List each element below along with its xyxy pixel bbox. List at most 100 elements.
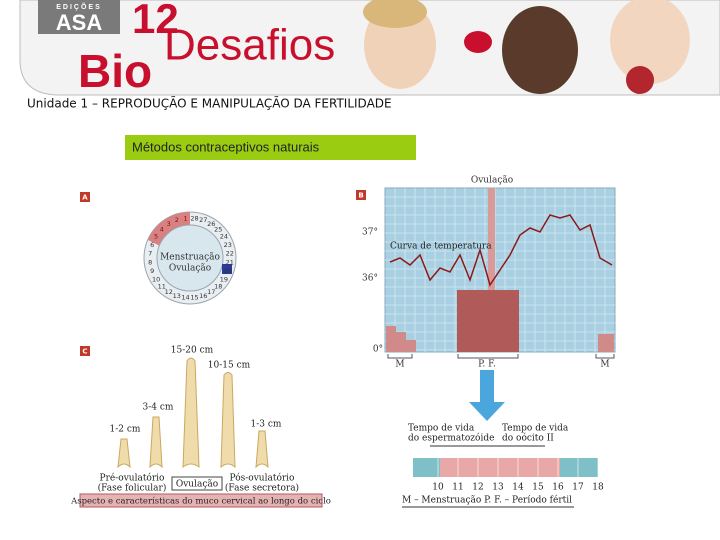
panel-label: B <box>358 192 363 200</box>
ovulation-mark <box>222 264 232 274</box>
logo-box <box>38 0 120 34</box>
fertile-strip <box>440 458 560 477</box>
post-label: (Fase secretora) <box>225 483 299 494</box>
temp-zero: 0° <box>373 345 383 355</box>
panel-label-box <box>356 190 366 200</box>
mucus-strands <box>117 357 269 469</box>
calendar-day: 18 <box>214 282 222 290</box>
calendar-center <box>156 224 224 292</box>
pre-label: (Fase folicular) <box>98 483 167 494</box>
temp-low: 36° <box>362 274 378 284</box>
publisher: EDIÇÕES <box>56 2 102 11</box>
pre-label: Pré-ovulatório <box>100 473 165 484</box>
calendar-day: 7 <box>148 250 152 258</box>
section-box <box>125 135 416 160</box>
length-label: 1-3 cm <box>251 420 282 430</box>
phase-label: M <box>395 360 404 370</box>
strand <box>220 372 236 469</box>
section-title: Métodos contraceptivos naturais <box>132 139 320 154</box>
strand <box>255 430 269 469</box>
ovulation-box <box>171 476 223 491</box>
calendar-day: 5 <box>154 233 158 241</box>
panel-c: C 1-2 cm 3-4 cm 15-20 cm 10-15 cm 1-3 cm… <box>70 346 331 508</box>
calendar-day: 26 <box>207 220 215 228</box>
strand <box>182 357 200 469</box>
baby-3 <box>610 0 690 84</box>
oocyte-life: Tempo de vida <box>502 424 569 434</box>
title-bio: Bio <box>78 45 152 97</box>
ladybug <box>464 31 492 53</box>
temperature-curve <box>389 214 613 287</box>
curve-label: Curva de temperatura <box>390 242 492 252</box>
ovulation-label: Ovulação <box>169 263 211 274</box>
calendar-day: 13 <box>173 292 181 300</box>
length-label: 10-15 cm <box>208 361 251 371</box>
sperm-life: Tempo de vida <box>408 424 475 434</box>
calendar-day: 15 <box>190 294 198 302</box>
calendar-day: 6 <box>150 241 154 249</box>
day-label: 16 <box>552 483 564 493</box>
calendar-day: 22 <box>226 250 234 258</box>
length-label: 1-2 cm <box>110 425 141 435</box>
day-label: 13 <box>492 483 504 493</box>
calendar-day: 21 <box>226 258 234 266</box>
phase-label: M <box>600 360 609 370</box>
panel-label-box <box>80 192 90 202</box>
fertile-block <box>457 290 519 352</box>
day-label: 12 <box>472 483 483 493</box>
panel-label: A <box>82 194 88 202</box>
post-label: Pós-ovulatório <box>230 473 295 484</box>
ovulation-label: Ovulação <box>176 479 218 490</box>
ovulation-label: Ovulação <box>471 175 513 186</box>
calendar-day: 10 <box>152 275 160 283</box>
title-rest: Desafios <box>164 21 335 70</box>
calendar-day: 23 <box>224 241 232 249</box>
calendar-day: 27 <box>199 216 207 224</box>
grade: 12 <box>132 0 179 42</box>
day-label: 17 <box>572 483 584 493</box>
panel-b: B Ovulação 37° 36° 0° Curva de temperatu… <box>356 175 616 508</box>
menstruation-block-1 <box>386 326 416 352</box>
legend: M – Menstruação P. F. – Período fértil <box>402 495 572 506</box>
brand: ASA <box>56 10 103 35</box>
menstruation-label: Menstruação <box>160 252 220 263</box>
panel-label: C <box>82 348 87 356</box>
panel-label-box <box>80 346 90 356</box>
baby-1-hair <box>363 0 427 28</box>
strand <box>149 416 163 469</box>
header: EDIÇÕES ASA 12 Bio Desafios <box>19 0 720 97</box>
arrow <box>469 370 505 421</box>
phase-brackets <box>387 354 615 359</box>
day-label: 15 <box>532 483 544 493</box>
length-label: 3-4 cm <box>143 403 174 413</box>
sperm-life: do espermatozóide <box>408 433 494 444</box>
temp-high: 37° <box>362 228 378 238</box>
toy <box>626 66 654 94</box>
day-label: 18 <box>592 483 604 493</box>
calendar-day: 2 <box>175 216 179 224</box>
calendar-day: 11 <box>158 282 166 290</box>
calendar-day: 9 <box>150 267 154 275</box>
calendar-day: 17 <box>207 288 215 296</box>
calendar-day: 28 <box>190 214 198 222</box>
ovulation-column <box>488 188 495 352</box>
calendar-day: 3 <box>167 220 171 228</box>
calendar-day: 16 <box>199 292 207 300</box>
day-label: 10 <box>432 483 444 493</box>
menstruation-arc <box>148 212 190 246</box>
calendar-day: 12 <box>165 288 173 296</box>
calendar-day: 8 <box>148 258 152 266</box>
caption-box <box>79 493 323 508</box>
menstruation-block-2 <box>598 334 614 352</box>
length-label: 15-20 cm <box>171 346 214 356</box>
day-label: 11 <box>452 483 463 493</box>
calendar-day: 19 <box>220 275 228 283</box>
caption: Aspecto e características do muco cervic… <box>70 496 331 507</box>
calendar-day: 25 <box>214 226 222 234</box>
day-label: 14 <box>512 483 524 493</box>
calendar-day: 1 <box>183 214 187 222</box>
baby-2 <box>502 6 578 94</box>
